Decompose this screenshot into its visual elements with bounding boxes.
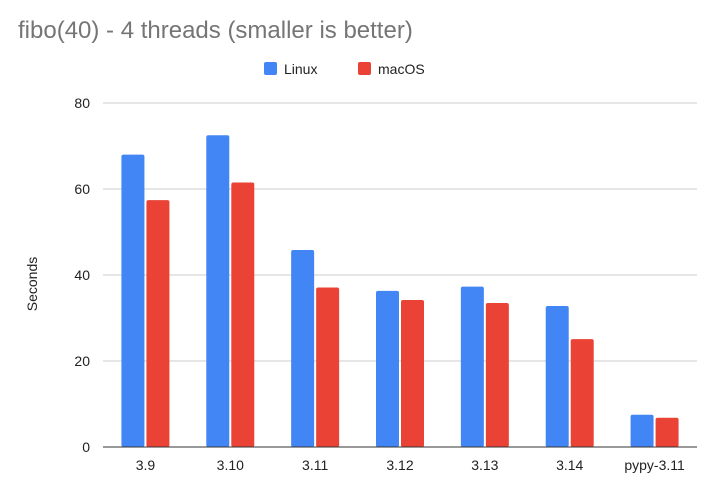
bar-linux-3-12 [376,290,399,447]
legend-item-macos: macOS [358,61,425,77]
x-tick-label-3-14: 3.14 [556,457,583,473]
bar-macos-3-10 [231,182,255,448]
bar-linux-3-10 [206,135,230,447]
x-tick-label-3-9: 3.9 [136,457,156,473]
legend-label-macos: macOS [378,61,425,77]
bar-linux-3-13 [460,286,484,447]
y-tick-label-40: 40 [74,267,90,283]
bar-macos-pypy-3-11 [655,417,679,447]
x-tick-label-3-13: 3.13 [471,457,498,473]
bar-macos-3-14 [570,339,594,447]
bars [121,135,679,448]
x-ticks: 3.9 3.10 3.11 3.12 3.13 3.14 pypy-3.11 [136,457,685,473]
y-tick-label-80: 80 [74,95,90,111]
y-ticks: 0 20 40 60 80 [74,95,90,455]
bar-linux-3-9 [121,154,145,447]
x-tick-label-3-10: 3.10 [217,457,244,473]
x-tick-label-3-11: 3.11 [302,457,328,473]
x-tick-label-pypy-3-11: pypy-3.11 [624,457,685,473]
bar-macos-3-11 [316,287,340,447]
legend-item-linux: Linux [264,61,317,77]
y-tick-label-0: 0 [82,439,90,455]
legend-swatch-macos [358,62,371,75]
legend-swatch-linux [264,62,277,75]
bar-linux-3-11 [291,250,315,447]
y-tick-label-60: 60 [74,181,90,197]
legend: Linux macOS [264,61,425,77]
bar-macos-3-12 [401,299,424,447]
legend-label-linux: Linux [284,61,317,77]
chart-title: fibo(40) - 4 threads (smaller is better) [18,17,413,44]
y-tick-label-20: 20 [74,353,90,369]
x-tick-label-3-12: 3.12 [386,457,413,473]
grid [103,102,697,362]
bar-linux-3-14 [545,305,569,447]
bar-linux-pypy-3-11 [630,414,654,447]
bar-macos-3-13 [485,302,509,447]
bar-macos-3-9 [146,200,170,447]
y-axis-label: Seconds [24,257,40,311]
